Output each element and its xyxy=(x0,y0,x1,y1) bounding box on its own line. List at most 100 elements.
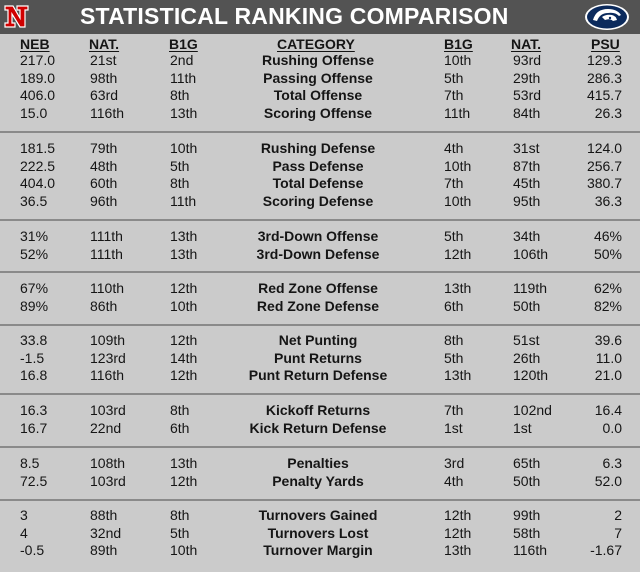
cell-psu: 11.0 xyxy=(595,349,622,366)
cell-category: Turnovers Gained xyxy=(258,507,378,523)
cell-psu-b1g: 6th xyxy=(444,297,464,314)
cell-neb-nat: 32nd xyxy=(90,524,122,541)
table-row: 222.5 48th 5th Pass Defense 10th 87th 256.7 xyxy=(0,158,640,175)
table-row: 16.7 22nd 6th Kick Return Defense 1st 1st 0.0 xyxy=(0,420,640,437)
cell-psu-nat: 31st xyxy=(513,140,540,156)
cell-neb-nat: 109th xyxy=(90,332,126,348)
cell-neb-b1g: 13th xyxy=(170,104,198,121)
cell-neb-nat: 88th xyxy=(90,507,118,523)
psu-lion-logo xyxy=(585,4,629,30)
cell-category: Red Zone Defense xyxy=(256,297,380,314)
cell-psu-nat: 87th xyxy=(513,157,541,174)
cell-neb: 67% xyxy=(20,280,49,296)
cell-category: Red Zone Offense xyxy=(258,280,378,296)
table-row: 31% 111th 13th 3rd-Down Offense 5th 34th 46% xyxy=(0,228,640,245)
cell-psu-nat: 120th xyxy=(513,367,549,384)
header-psu-nat: NAT. xyxy=(511,36,542,52)
cell-neb-nat: 89th xyxy=(90,542,118,559)
cell-psu-nat: 116th xyxy=(513,542,547,559)
cell-category: 3rd-Down Offense xyxy=(257,228,379,244)
section-divider xyxy=(0,499,640,501)
table-row: 36.5 96th 11th Scoring Defense 10th 95th 36.3 xyxy=(0,193,640,210)
cell-category: Penalty Yards xyxy=(272,472,364,489)
cell-neb-b1g: 8th xyxy=(170,87,190,104)
cell-psu: 16.4 xyxy=(594,402,622,418)
cell-psu-nat: 102nd xyxy=(513,402,552,418)
cell-neb-b1g: 12th xyxy=(170,332,198,348)
cell-neb: 8.5 xyxy=(20,455,40,471)
cell-neb-nat: 110th xyxy=(90,280,124,296)
cell-category: Rushing Defense xyxy=(260,140,376,156)
title-banner: STATISTICAL RANKING COMPARISON xyxy=(0,0,640,34)
cell-neb: 16.3 xyxy=(20,402,48,418)
section-divider xyxy=(0,324,640,326)
cell-category: Punt Returns xyxy=(274,349,362,366)
cell-neb-b1g: 6th xyxy=(170,419,190,436)
cell-neb-nat: 103rd xyxy=(90,472,126,489)
cell-neb-b1g: 14th xyxy=(170,349,198,366)
cell-psu-nat: 29th xyxy=(513,69,541,86)
cell-psu-nat: 26th xyxy=(513,349,541,366)
cell-neb-b1g: 10th xyxy=(170,297,198,314)
cell-neb-b1g: 13th xyxy=(170,455,198,471)
cell-psu-nat: 51st xyxy=(513,332,540,348)
cell-neb-nat: 79th xyxy=(90,140,118,156)
cell-psu: 62% xyxy=(593,280,622,296)
cell-neb-nat: 111th xyxy=(90,228,123,244)
cell-psu: 129.3 xyxy=(586,52,622,68)
cell-psu: 46% xyxy=(593,228,622,244)
section-divider xyxy=(0,131,640,133)
cell-neb-nat: 21st xyxy=(90,52,117,68)
cell-neb: 33.8 xyxy=(20,332,48,348)
cell-neb-b1g: 12th xyxy=(170,472,198,489)
cell-psu-b1g: 10th xyxy=(444,52,472,68)
nebraska-n-logo xyxy=(4,5,29,28)
cell-neb: 406.0 xyxy=(20,87,56,104)
cell-neb-b1g: 11th xyxy=(170,69,197,86)
cell-neb-nat: 111th xyxy=(90,245,123,262)
cell-neb: 16.7 xyxy=(20,419,48,436)
cell-neb-b1g: 5th xyxy=(170,157,190,174)
cell-psu-b1g: 3rd xyxy=(444,455,465,471)
cell-neb: -1.5 xyxy=(20,349,45,366)
cell-category: Pass Defense xyxy=(272,157,364,174)
cell-neb-b1g: 8th xyxy=(170,402,190,418)
cell-neb-b1g: 8th xyxy=(170,507,190,523)
section-divider xyxy=(0,271,640,273)
header-neb: NEB xyxy=(20,36,50,52)
cell-psu: 286.3 xyxy=(586,69,622,86)
cell-neb: 89% xyxy=(20,297,49,314)
cell-psu-b1g: 7th xyxy=(444,175,464,192)
table-row: 404.0 60th 8th Total Defense 7th 45th 380.7 xyxy=(0,175,640,192)
cell-psu: 36.3 xyxy=(594,192,622,209)
cell-neb: 16.8 xyxy=(20,367,48,384)
table-row: 406.0 63rd 8th Total Offense 7th 53rd 415.7 xyxy=(0,87,640,104)
cell-neb: 217.0 xyxy=(20,52,56,68)
cell-psu-b1g: 8th xyxy=(444,332,464,348)
cell-neb-nat: 63rd xyxy=(90,87,119,104)
table-row: 72.5 103rd 12th Penalty Yards 4th 50th 52.0 xyxy=(0,473,640,490)
cell-neb-b1g: 12th xyxy=(170,367,198,384)
cell-psu-nat: 58th xyxy=(513,524,541,541)
cell-neb: 36.5 xyxy=(20,192,48,209)
cell-psu-b1g: 13th xyxy=(444,542,472,559)
cell-neb-b1g: 8th xyxy=(170,175,190,192)
cell-psu-b1g: 7th xyxy=(444,402,464,418)
cell-psu-b1g: 12th xyxy=(444,524,472,541)
cell-psu-nat: 50th xyxy=(513,472,541,489)
table-row: 181.5 79th 10th Rushing Defense 4th 31st 124.0 xyxy=(0,140,640,157)
cell-category: Net Punting xyxy=(278,332,358,348)
cell-psu-nat: 45th xyxy=(513,175,541,192)
cell-psu-nat: 106th xyxy=(513,245,549,262)
table-row: 33.8 109th 12th Net Punting 8th 51st 39.6 xyxy=(0,332,640,349)
table-row: 16.8 116th 12th Punt Return Defense 13th 120t… xyxy=(0,367,640,384)
cell-category: Punt Return Defense xyxy=(248,367,388,384)
cell-psu: -1.67 xyxy=(590,542,622,559)
cell-neb: 404.0 xyxy=(20,175,56,192)
cell-psu-b1g: 10th xyxy=(444,157,472,174)
table-row: -0.5 89th 10th Turnover Margin 13th 116th -1.6… xyxy=(0,542,640,559)
cell-psu-nat: 1st xyxy=(513,419,532,436)
header-neb-b1g: B1G xyxy=(169,36,198,52)
cell-neb-nat: 116th xyxy=(90,104,124,121)
cell-psu: 26.3 xyxy=(594,104,622,121)
